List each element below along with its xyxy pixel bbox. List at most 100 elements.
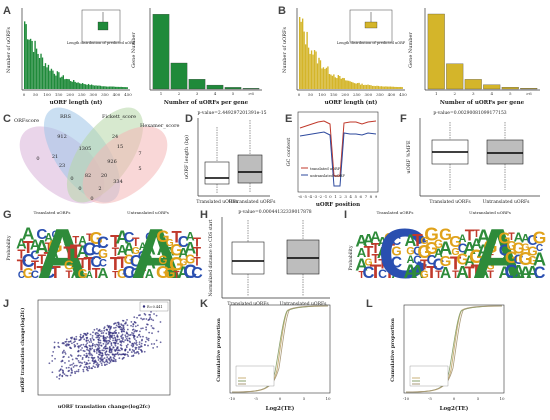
logo-letter: T [384, 263, 395, 282]
histogram-bar [401, 87, 403, 89]
scatter-point [150, 324, 153, 327]
logo-letter: T [31, 257, 39, 272]
scatter-point [62, 370, 65, 372]
venn-count: 912 [57, 134, 67, 140]
scatter-point [114, 326, 117, 329]
scatter-point [103, 361, 106, 364]
scatter-point [115, 324, 118, 327]
scatter-point [83, 332, 86, 335]
scatter-point [75, 357, 77, 360]
tick-label: -2 [318, 194, 322, 199]
scatter-point [107, 331, 110, 333]
scatter-point [89, 333, 92, 336]
e-xlabel: uORF position [316, 202, 360, 208]
scatter-point [70, 347, 73, 350]
tick-label: 5 [354, 194, 357, 199]
logo-letter: G [98, 247, 108, 261]
panel-letter-i: I [344, 209, 347, 221]
scatter-point [69, 374, 72, 377]
scatter-point [77, 368, 80, 371]
scatter-point [130, 355, 133, 358]
histogram-bar [89, 85, 91, 89]
histogram-bar [122, 87, 124, 89]
histogram-bar [126, 87, 128, 89]
logo-letter: A [139, 241, 147, 253]
logo-letter: T [17, 247, 25, 262]
tick-label: -10 [403, 396, 410, 401]
histogram-bar [391, 86, 393, 89]
scatter-point [128, 337, 131, 340]
tick-label: 50 [33, 92, 39, 97]
histogram-bar [373, 85, 375, 89]
scatter-point [139, 335, 142, 338]
tick-label: -3 [313, 194, 317, 199]
scatter-point [135, 351, 138, 354]
scatter-point [63, 349, 65, 352]
scatter-point [114, 339, 117, 341]
logo-letter: C [30, 248, 39, 262]
d-pvalue: p-value=2.449297201391e-15 [198, 110, 267, 116]
scatter-point [122, 357, 125, 360]
histogram-bar [355, 83, 357, 89]
scatter-point [68, 369, 71, 372]
logo-letter: A [177, 264, 189, 282]
h-ylabel: Normalized distance to CDS start [208, 219, 214, 296]
scatter-point [98, 353, 101, 356]
scatter-point [64, 351, 66, 354]
scatter-point [147, 337, 150, 340]
scatter-point [114, 337, 117, 340]
scatter-point [85, 355, 88, 358]
logo-letter: C [178, 234, 189, 251]
scatter-point [100, 330, 103, 332]
scatter-point [95, 336, 98, 339]
scatter-point [122, 326, 125, 329]
scatter-point [72, 362, 75, 365]
scatter-point [109, 327, 112, 330]
scatter-point [134, 348, 137, 351]
scatter-point [89, 337, 92, 340]
scatter-point [114, 344, 117, 347]
scatter-point [86, 336, 89, 339]
scatter-point [144, 340, 147, 343]
tick-label: 300 [90, 92, 98, 97]
scatter-point [109, 340, 111, 343]
histogram-bar [385, 86, 387, 89]
histogram-bar [374, 86, 377, 89]
scatter-point [56, 376, 58, 378]
k-ylabel: Cumulative proportion [216, 318, 222, 382]
histogram-bar [120, 86, 122, 89]
scatter-point [88, 365, 91, 368]
scatter-point [120, 340, 123, 343]
scatter-point [82, 370, 85, 373]
scatter-point [73, 338, 76, 341]
bar-tick-label: 1 [435, 91, 438, 96]
scatter-point [82, 334, 85, 337]
scatter-point [65, 338, 68, 341]
tick-label: 350 [101, 92, 109, 97]
scatter-point [111, 334, 114, 337]
scatter-point [67, 340, 70, 343]
scatter-point [97, 338, 100, 341]
histogram-bar [81, 83, 84, 89]
histogram-bar [316, 63, 319, 89]
scatter-point [114, 329, 117, 332]
histogram-bar [313, 50, 316, 89]
scatter-point [101, 355, 104, 358]
panel-d: D p-value=2.449297201391e-15 uORF length… [183, 110, 276, 205]
scatter-point [107, 326, 110, 329]
panel-f: F p-value=0.00290081099177153 uORF %MFE … [400, 110, 540, 205]
scatter-point [97, 365, 100, 368]
logo-letter: A [440, 265, 451, 282]
histogram-bar [80, 83, 82, 89]
g-ylabel: Probability [6, 235, 12, 260]
venn-label-fickett: Fickett_score [102, 114, 136, 120]
logo-letter: G [89, 228, 103, 248]
histogram-bar [59, 77, 62, 89]
scatter-point [133, 320, 136, 323]
scatter-point [131, 329, 134, 331]
scatter-point [85, 340, 88, 342]
panel-letter-e: E [285, 113, 292, 125]
bar-tick-label: 4 [214, 91, 217, 96]
histogram-bar [90, 84, 93, 89]
logo-letter: T [66, 269, 73, 281]
